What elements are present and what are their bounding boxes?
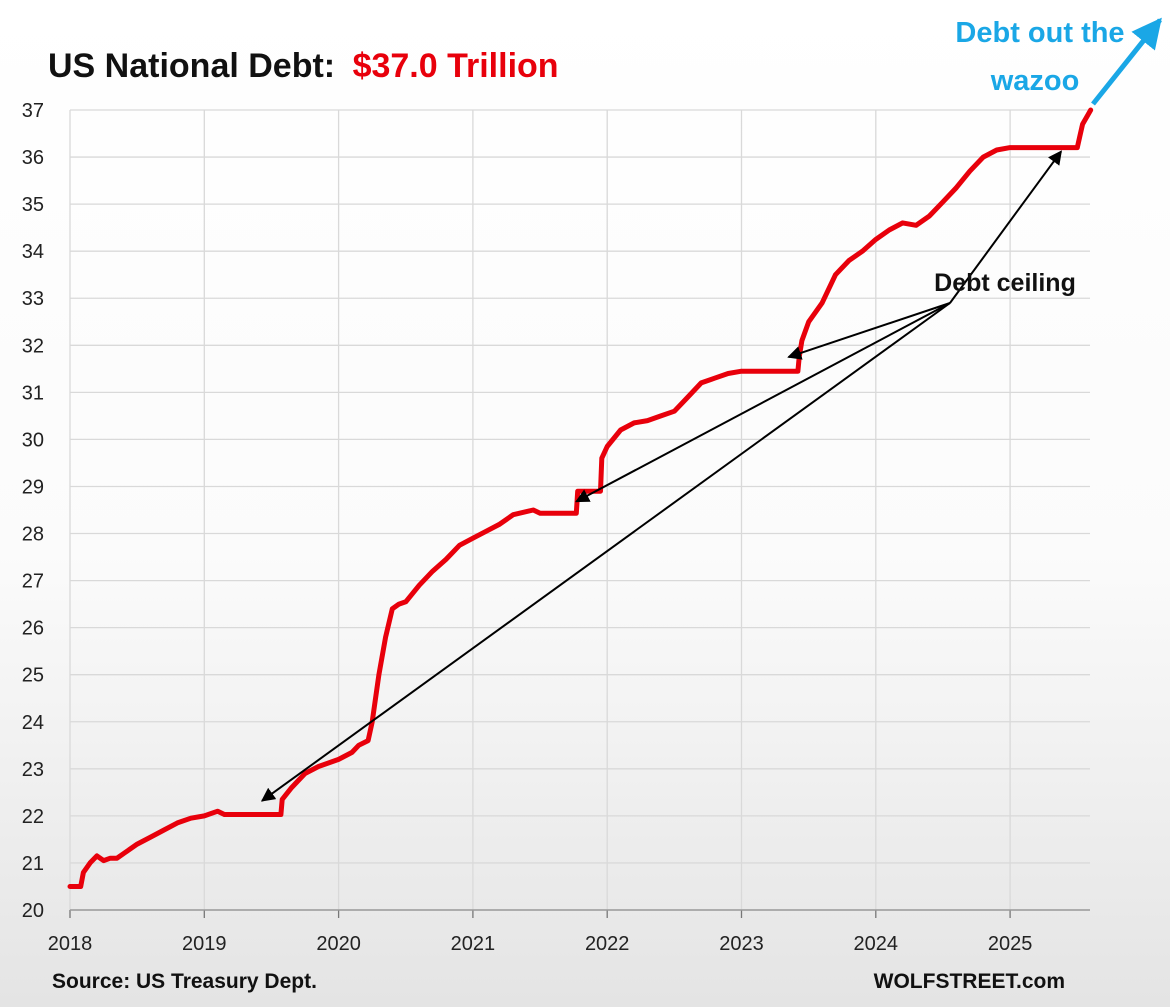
x-tick-label: 2019 xyxy=(182,933,227,955)
y-tick-label: 36 xyxy=(22,147,44,169)
callout-line-1: Debt out the xyxy=(955,17,1124,49)
debt-ceiling-arrow xyxy=(949,150,1062,304)
y-tick-label: 25 xyxy=(22,665,44,687)
y-tick-label: 27 xyxy=(22,571,44,593)
x-tick-label: 2021 xyxy=(451,933,496,955)
x-tick-label: 2024 xyxy=(854,933,899,955)
x-tick-label: 2020 xyxy=(316,933,361,955)
chart-title-highlight: $37.0 Trillion xyxy=(353,47,559,85)
y-tick-label: 34 xyxy=(22,241,44,263)
brand-note: WOLFSTREET.com xyxy=(874,970,1065,993)
x-tick-label: 2022 xyxy=(585,933,630,955)
y-tick-label: 33 xyxy=(22,288,44,310)
x-tick-label: 2023 xyxy=(719,933,764,955)
y-tick-label: 31 xyxy=(22,382,44,404)
debt-ceiling-arrow xyxy=(260,302,951,802)
debt-ceiling-label: Debt ceiling xyxy=(934,269,1076,297)
grid-layer xyxy=(69,109,1090,911)
y-tick-label: 26 xyxy=(22,618,44,640)
y-tick-label: 20 xyxy=(22,900,44,922)
y-tick-label: 30 xyxy=(22,429,44,451)
series-layer xyxy=(67,107,1094,889)
source-note: Source: US Treasury Dept. xyxy=(52,970,317,993)
debt-ceiling-arrow xyxy=(787,302,951,360)
chart-title-main: US National Debt: xyxy=(48,47,335,85)
y-tick-label: 24 xyxy=(22,712,44,734)
axis-layer: 2021222324252627282930313233343536372018… xyxy=(22,100,1090,955)
y-tick-label: 22 xyxy=(22,806,44,828)
y-tick-label: 29 xyxy=(22,476,44,498)
callout-line-2: wazoo xyxy=(990,65,1080,97)
chart-title: US National Debt: $37.0 Trillion xyxy=(48,47,559,85)
y-tick-label: 23 xyxy=(22,759,44,781)
y-tick-label: 37 xyxy=(22,100,44,122)
y-tick-label: 21 xyxy=(22,853,44,875)
y-tick-label: 32 xyxy=(22,335,44,357)
y-tick-label: 35 xyxy=(22,194,44,216)
wazoo-arrow xyxy=(1091,17,1162,106)
x-tick-label: 2025 xyxy=(988,933,1033,955)
debt-series-line xyxy=(67,107,1094,889)
debt-ceiling-arrow xyxy=(575,302,951,503)
y-tick-label: 28 xyxy=(22,524,44,546)
annotation-layer xyxy=(260,17,1162,802)
x-tick-label: 2018 xyxy=(48,933,93,955)
